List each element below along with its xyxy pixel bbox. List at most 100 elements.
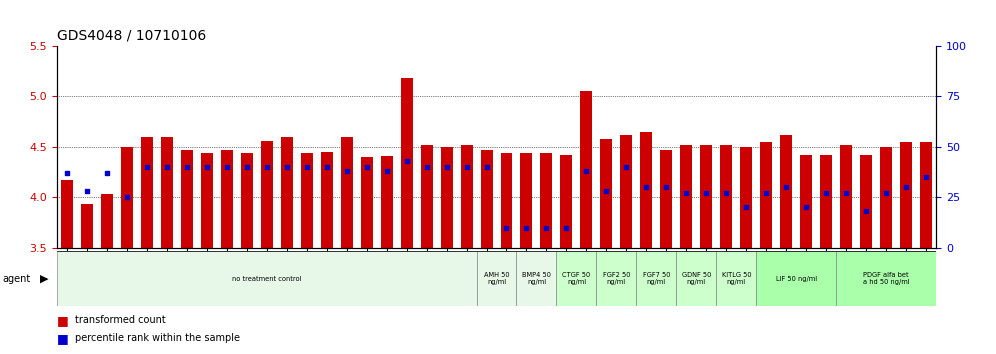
- Bar: [541, 153, 553, 248]
- Bar: [101, 194, 113, 248]
- Bar: [57, 251, 476, 306]
- Bar: [760, 142, 772, 248]
- Point: [778, 184, 794, 190]
- Bar: [716, 251, 756, 306]
- Text: FGF7 50
ng/ml: FGF7 50 ng/ml: [642, 272, 670, 285]
- Text: GDNF 50
ng/ml: GDNF 50 ng/ml: [681, 272, 711, 285]
- Bar: [460, 145, 472, 248]
- Point: [319, 164, 335, 170]
- Point: [499, 225, 515, 230]
- Bar: [900, 142, 912, 248]
- Bar: [501, 153, 513, 248]
- Bar: [676, 251, 716, 306]
- Point: [478, 164, 494, 170]
- Point: [458, 164, 474, 170]
- Point: [579, 168, 595, 174]
- Bar: [581, 91, 593, 248]
- Bar: [561, 155, 573, 248]
- Point: [638, 184, 654, 190]
- Text: no treatment control: no treatment control: [232, 276, 302, 282]
- Bar: [61, 180, 73, 248]
- Bar: [837, 251, 936, 306]
- Bar: [521, 153, 533, 248]
- Point: [619, 164, 634, 170]
- Bar: [597, 251, 636, 306]
- Bar: [281, 137, 293, 248]
- Bar: [601, 139, 613, 248]
- Point: [599, 188, 615, 194]
- Point: [219, 164, 235, 170]
- Point: [398, 158, 414, 164]
- Bar: [660, 150, 672, 248]
- Bar: [700, 145, 712, 248]
- Bar: [780, 135, 793, 248]
- Point: [539, 225, 555, 230]
- Bar: [200, 153, 213, 248]
- Bar: [140, 137, 152, 248]
- Bar: [341, 137, 353, 248]
- Bar: [321, 152, 333, 248]
- Text: agent: agent: [2, 274, 30, 284]
- Point: [359, 164, 374, 170]
- Point: [918, 175, 934, 180]
- Bar: [636, 251, 676, 306]
- Point: [119, 195, 134, 200]
- Point: [678, 190, 694, 196]
- Point: [378, 168, 394, 174]
- Bar: [440, 147, 452, 248]
- Bar: [756, 251, 837, 306]
- Bar: [557, 251, 597, 306]
- Point: [698, 190, 714, 196]
- Point: [839, 190, 855, 196]
- Text: ■: ■: [57, 314, 69, 327]
- Bar: [720, 145, 732, 248]
- Text: BMP4 50
ng/ml: BMP4 50 ng/ml: [522, 272, 551, 285]
- Text: AMH 50
ng/ml: AMH 50 ng/ml: [484, 272, 509, 285]
- Bar: [517, 251, 557, 306]
- Text: percentile rank within the sample: percentile rank within the sample: [75, 333, 240, 343]
- Point: [819, 190, 835, 196]
- Text: PDGF alfa bet
a hd 50 ng/ml: PDGF alfa bet a hd 50 ng/ml: [863, 272, 909, 285]
- Bar: [880, 147, 892, 248]
- Bar: [221, 150, 233, 248]
- Bar: [740, 147, 752, 248]
- Text: FGF2 50
ng/ml: FGF2 50 ng/ml: [603, 272, 630, 285]
- Point: [339, 168, 355, 174]
- Bar: [160, 137, 172, 248]
- Bar: [420, 145, 432, 248]
- Point: [519, 225, 535, 230]
- Bar: [821, 155, 833, 248]
- Bar: [81, 204, 93, 248]
- Bar: [121, 147, 132, 248]
- Bar: [400, 78, 412, 248]
- Point: [799, 205, 815, 210]
- Point: [99, 170, 115, 176]
- Point: [438, 164, 454, 170]
- Bar: [241, 153, 253, 248]
- Point: [239, 164, 255, 170]
- Point: [138, 164, 154, 170]
- Point: [758, 190, 774, 196]
- Point: [738, 205, 754, 210]
- Point: [158, 164, 174, 170]
- Point: [299, 164, 315, 170]
- Text: KITLG 50
ng/ml: KITLG 50 ng/ml: [721, 272, 751, 285]
- Text: GDS4048 / 10710106: GDS4048 / 10710106: [57, 28, 206, 42]
- Bar: [380, 156, 392, 248]
- Point: [79, 188, 95, 194]
- Bar: [180, 150, 192, 248]
- Point: [859, 209, 874, 214]
- Point: [259, 164, 275, 170]
- Bar: [801, 155, 813, 248]
- Bar: [920, 142, 932, 248]
- Point: [279, 164, 295, 170]
- Bar: [361, 157, 373, 248]
- Bar: [841, 145, 853, 248]
- Point: [559, 225, 575, 230]
- Bar: [861, 155, 872, 248]
- Bar: [680, 145, 692, 248]
- Text: transformed count: transformed count: [75, 315, 165, 325]
- Text: CTGF 50
ng/ml: CTGF 50 ng/ml: [563, 272, 591, 285]
- Point: [898, 184, 914, 190]
- Bar: [261, 141, 273, 248]
